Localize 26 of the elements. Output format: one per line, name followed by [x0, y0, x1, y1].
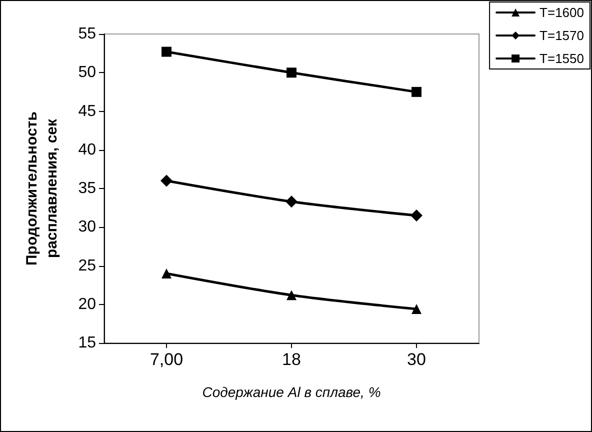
y-tick-label: 50 [78, 64, 96, 82]
y-tick-label: 40 [78, 141, 96, 158]
point [286, 68, 296, 78]
point [286, 196, 298, 208]
x-tick-label: 7,00 [150, 350, 184, 369]
y-tick-label: 45 [78, 102, 96, 120]
legend-label: T=1570 [540, 28, 584, 43]
y-tick-label: 20 [78, 296, 96, 313]
y-axis-title: Продолжительность расплавления, сек [24, 112, 60, 266]
x-tick-label: 30 [407, 350, 426, 369]
y-tick-label: 35 [78, 180, 96, 197]
y-tick-label: 25 [78, 257, 96, 274]
point [162, 268, 172, 278]
x-axis-title: Содержание Al в сплаве, % [202, 384, 381, 400]
legend-label: T=1600 [540, 5, 584, 20]
x-tick-label: 18 [282, 350, 301, 369]
y-tick-label: 15 [78, 334, 96, 352]
point [162, 46, 172, 57]
point [410, 210, 422, 222]
point [160, 174, 172, 187]
y-tick-label: 30 [78, 218, 96, 236]
y-tick-label: 55 [78, 26, 96, 42]
point [412, 86, 422, 97]
legend-label: T=1550 [540, 51, 584, 66]
point [286, 290, 296, 300]
point [412, 304, 422, 314]
